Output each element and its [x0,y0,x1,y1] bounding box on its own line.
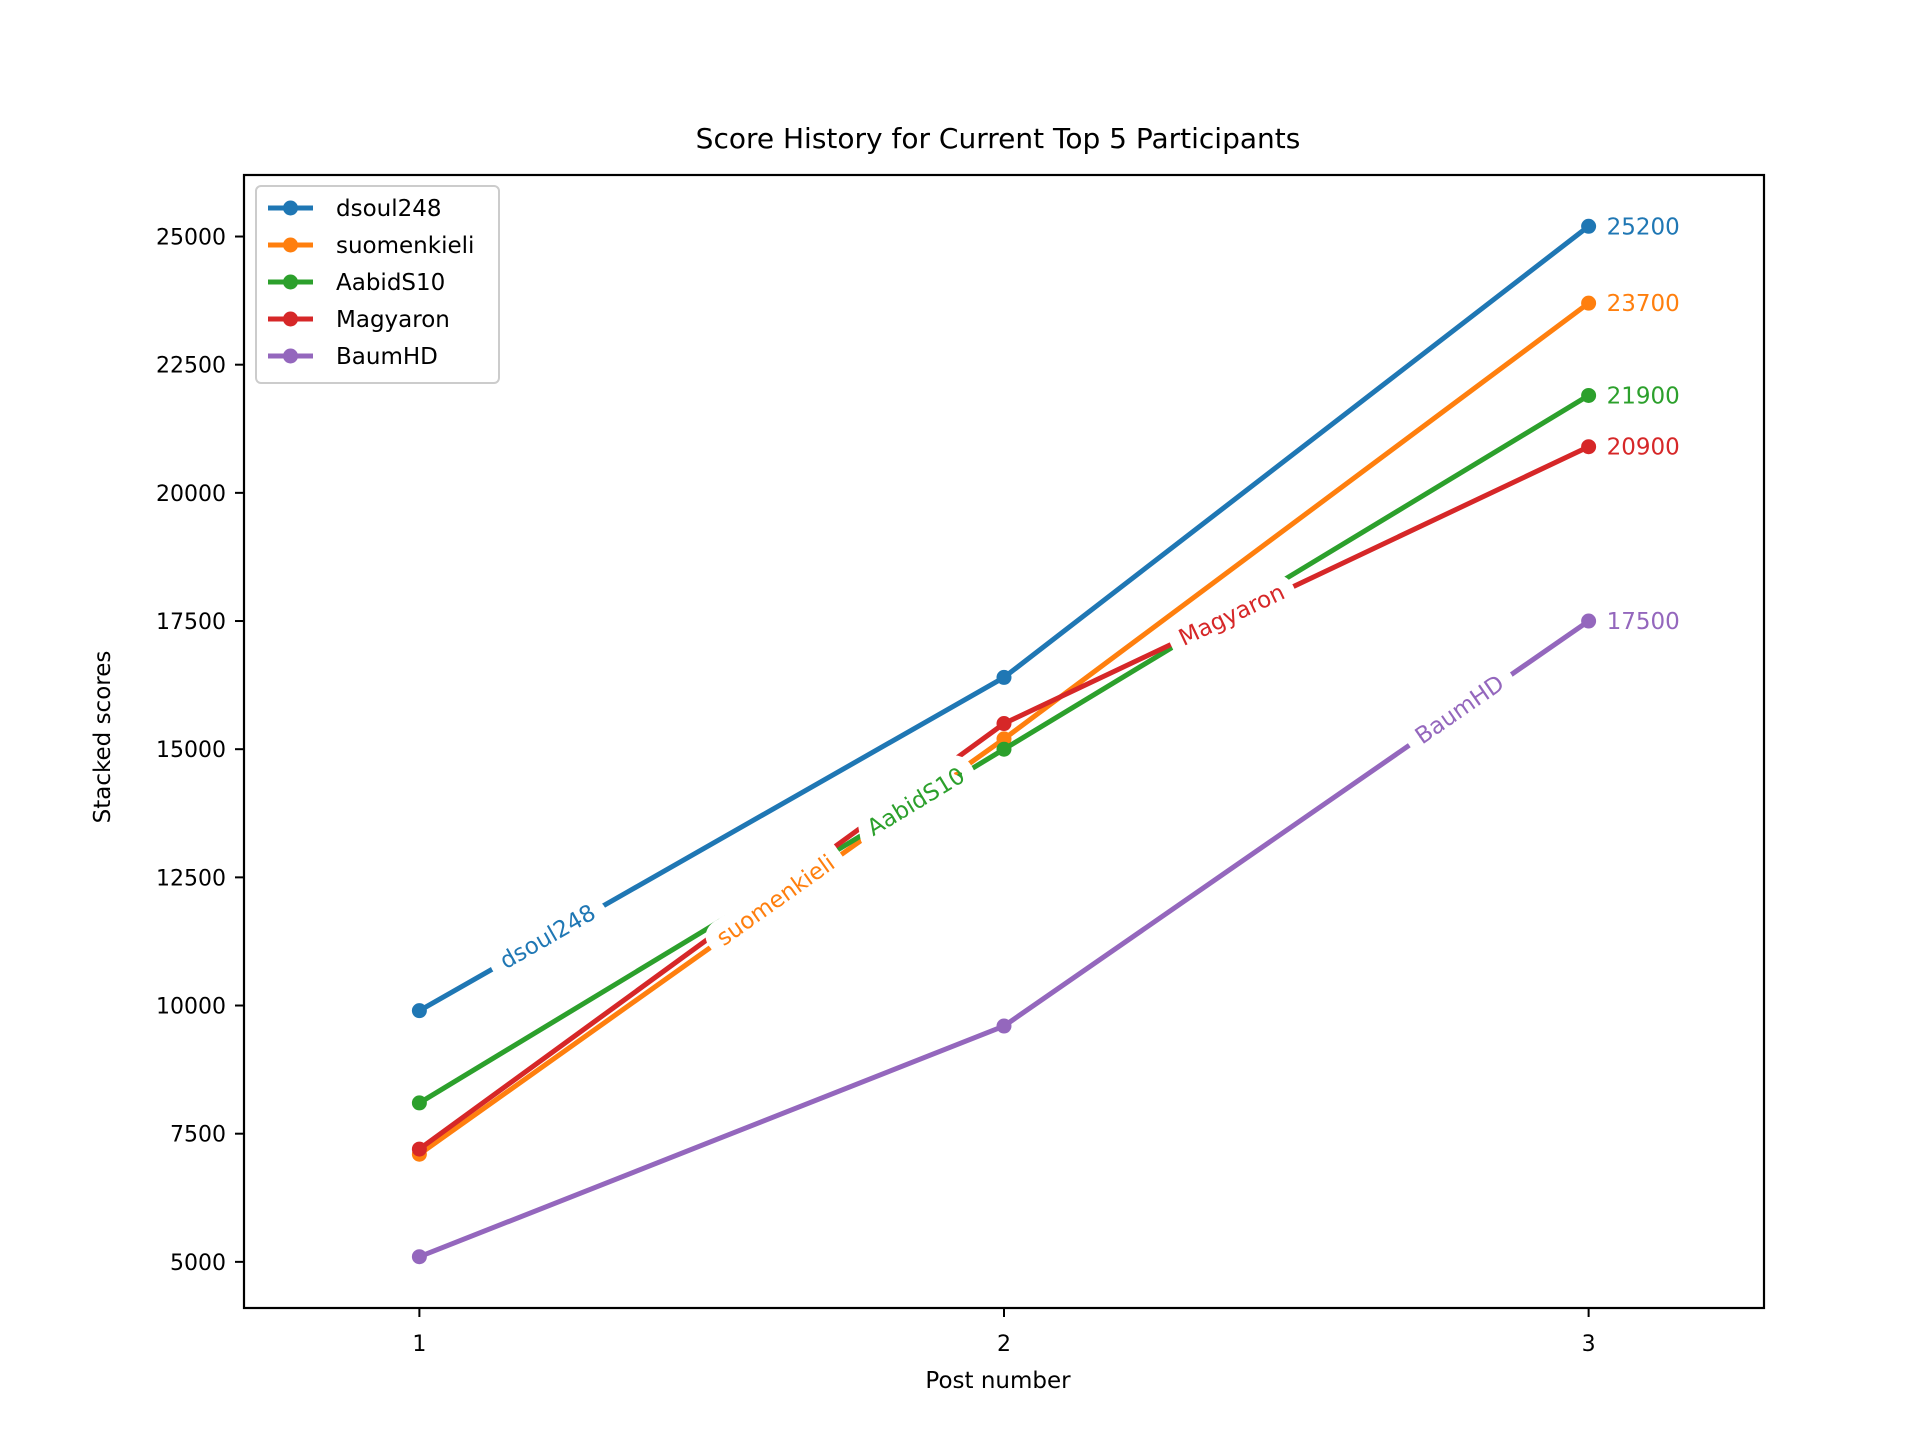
data-point-baumhd-2 [996,1018,1012,1034]
y-tick-label-15000: 15000 [156,738,226,763]
y-axis-label: Stacked scores [90,651,116,824]
data-point-aabids10-2 [996,741,1012,757]
y-tick-label-25000: 25000 [156,226,226,251]
x-tick-label-3: 3 [1582,1332,1596,1357]
data-point-dsoul248-1 [411,1003,427,1019]
data-point-magyaron-1 [411,1141,427,1157]
y-tick-label-17500: 17500 [156,610,226,635]
legend-label-baumhd: BaumHD [336,344,438,370]
x-tick-label-1: 1 [412,1332,426,1357]
data-point-magyaron-2 [996,716,1012,732]
legend: dsoul248 suomenkieli AabidS10 Magyaron BaumH… [255,185,500,384]
legend-label-aabids10: AabidS10 [336,270,445,296]
data-point-dsoul248-2 [996,669,1012,685]
legend-label-suomenkieli: suomenkieli [336,233,474,259]
y-tick-label-7500: 7500 [170,1123,226,1148]
legend-swatch-marker-dsoul248 [283,200,298,216]
legend-swatch-marker-magyaron [283,311,298,327]
legend-box [255,185,500,384]
end-label-baumhd: 17500 [1607,609,1680,635]
series-lines [411,218,1597,1265]
x-tick-label-2: 2 [997,1332,1011,1357]
y-tick-label-20000: 20000 [156,482,226,507]
y-tick-label-12500: 12500 [156,866,226,891]
data-point-suomenkieli-2 [996,731,1012,747]
y-tick-label-22500: 22500 [156,354,226,379]
data-point-suomenkieli-3 [1581,295,1597,311]
data-point-dsoul248-3 [1581,218,1597,234]
chart-title: Score History for Current Top 5 Particip… [696,122,1301,155]
data-point-baumhd-3 [1581,613,1597,629]
data-point-baumhd-1 [411,1249,427,1265]
y-tick-label-10000: 10000 [156,995,226,1020]
end-label-aabids10: 21900 [1607,383,1680,409]
end-label-dsoul248: 25200 [1607,214,1680,240]
data-point-aabids10-3 [1581,387,1597,403]
legend-swatch-marker-suomenkieli [283,237,298,253]
data-point-magyaron-3 [1581,439,1597,455]
legend-label-magyaron: Magyaron [336,307,450,333]
data-point-aabids10-1 [411,1095,427,1111]
end-label-suomenkieli: 23700 [1607,291,1680,317]
legend-label-dsoul248: dsoul248 [336,196,442,222]
legend-swatch-marker-aabids10 [283,274,298,290]
axes: 1 2 3 5000 7500 10000 12500 15000 17500 20000 2250… [156,173,1766,1357]
x-axis-label: Post number [925,1368,1071,1394]
end-label-magyaron: 20900 [1607,435,1680,461]
y-tick-label-5000: 5000 [170,1251,226,1276]
legend-swatch-marker-baumhd [283,348,298,364]
